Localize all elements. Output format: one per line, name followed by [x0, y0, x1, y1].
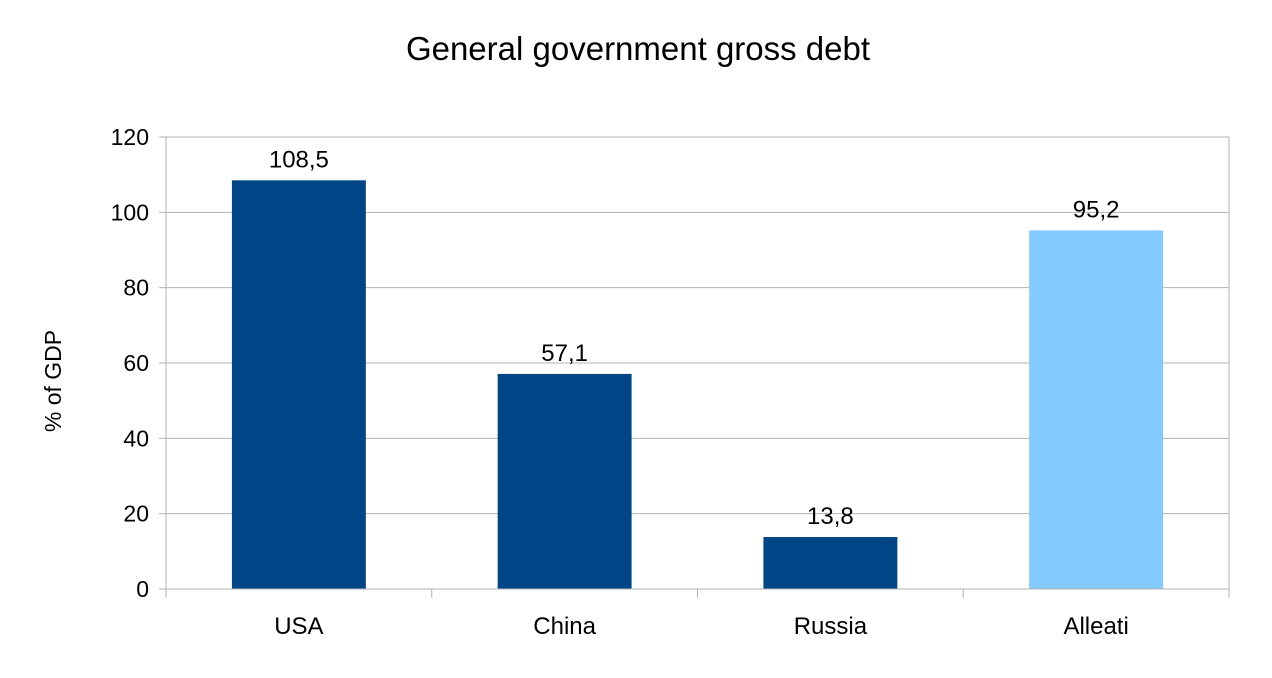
x-tick-label: USA — [274, 613, 323, 640]
chart-title: General government gross debt — [406, 30, 870, 67]
x-axis — [165, 137, 1230, 598]
bars — [231, 180, 1164, 590]
y-tick-label: 40 — [123, 425, 149, 451]
data-label: 95,2 — [1073, 196, 1120, 223]
y-axis-label: % of GDP — [40, 330, 66, 432]
data-label: 108,5 — [269, 146, 329, 173]
bar-china — [497, 373, 632, 589]
y-tick-label: 0 — [136, 576, 149, 602]
y-tick-label: 20 — [123, 501, 149, 527]
y-tick-label: 120 — [111, 124, 149, 150]
y-tick-labels: 0 20 40 60 80 100 120 — [111, 124, 166, 602]
bar-russia — [763, 537, 898, 589]
x-tick-label: Russia — [794, 613, 868, 640]
y-tick-label: 100 — [111, 199, 149, 225]
x-tick-label: Alleati — [1063, 613, 1128, 640]
data-label: 13,8 — [807, 503, 854, 530]
x-tick-label: China — [533, 613, 596, 640]
data-label: 57,1 — [541, 340, 588, 367]
y-tick-label: 60 — [123, 350, 149, 376]
x-tick-labels: USA China Russia Alleati — [274, 613, 1129, 640]
bar-usa — [231, 180, 366, 590]
y-tick-label: 80 — [123, 275, 149, 301]
data-labels: 108,5 57,1 13,8 95,2 — [269, 146, 1120, 530]
bar-alleati — [1029, 230, 1164, 589]
